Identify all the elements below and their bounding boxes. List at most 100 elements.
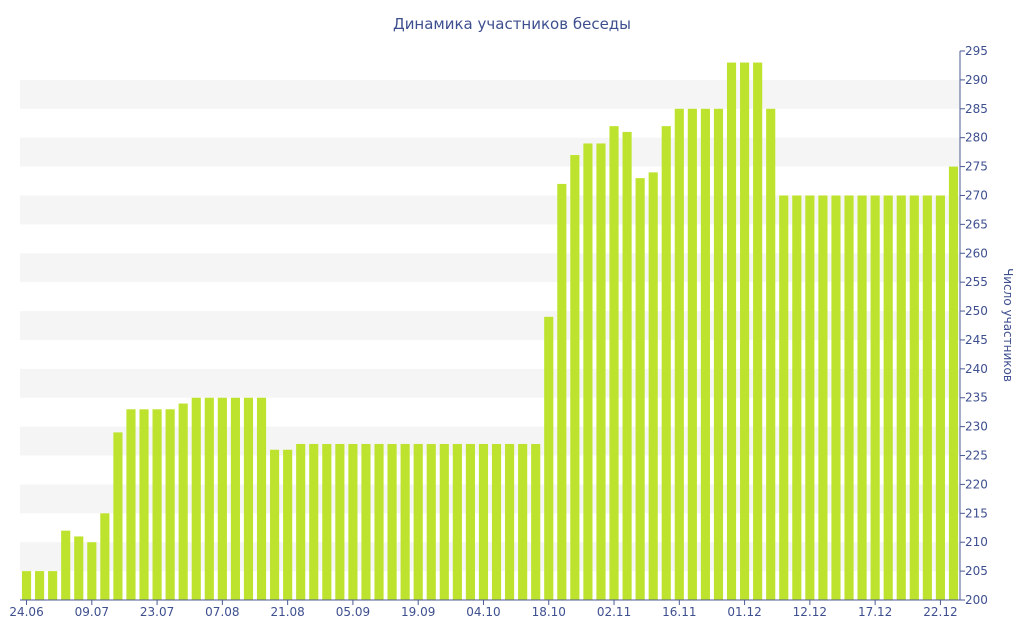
y-tick-label: 250	[965, 304, 988, 318]
bar	[296, 443, 306, 600]
bar	[413, 443, 423, 600]
bar	[204, 397, 214, 600]
bar	[635, 178, 645, 600]
x-tick-label: 07.08	[205, 605, 239, 619]
y-tick-label: 225	[965, 449, 988, 463]
bar	[583, 143, 593, 600]
bar	[139, 409, 149, 600]
grid-band	[20, 426, 960, 456]
bar	[922, 195, 932, 600]
bar	[661, 126, 671, 600]
bar	[178, 403, 188, 600]
bar	[935, 195, 945, 600]
x-tick-label: 21.08	[270, 605, 304, 619]
bar	[831, 195, 841, 600]
grid-band	[20, 368, 960, 398]
x-tick-label: 09.07	[75, 605, 109, 619]
y-tick-label: 210	[965, 535, 988, 549]
x-tick-label: 23.07	[140, 605, 174, 619]
bar	[687, 108, 697, 600]
grid-bands	[20, 79, 960, 572]
y-tick-label: 275	[965, 160, 988, 174]
chart-title: Динамика участников беседы	[393, 15, 631, 33]
bar	[387, 443, 397, 600]
bar	[870, 195, 880, 600]
bar	[230, 397, 240, 600]
bar	[270, 449, 280, 600]
bar	[557, 183, 567, 601]
bar	[191, 397, 201, 600]
x-tick-label: 24.06	[9, 605, 43, 619]
bar	[374, 443, 384, 600]
bar	[113, 432, 123, 600]
bar	[753, 62, 763, 601]
y-tick-label: 245	[965, 333, 988, 347]
y-tick-label: 235	[965, 391, 988, 405]
bar	[309, 443, 319, 600]
bar	[491, 443, 502, 600]
bar	[335, 443, 345, 600]
bar	[883, 195, 893, 600]
x-tick-label: 05.09	[336, 605, 370, 619]
grid-band	[20, 79, 960, 109]
bar	[544, 316, 554, 600]
bar	[152, 409, 162, 600]
y-tick-label: 260	[965, 246, 988, 260]
bar	[609, 126, 619, 600]
bar	[779, 195, 789, 600]
bar	[478, 443, 489, 600]
x-axis: 24.06 09.07 23.07 07.08 21.08 05.09 19.09 04.10…	[9, 599, 960, 619]
bar	[452, 443, 462, 600]
bar	[896, 195, 906, 600]
bar	[857, 195, 867, 600]
bar	[217, 397, 227, 600]
y-tick-label: 205	[965, 564, 988, 578]
y-axis: 200 205 210 215 220 225 230 235 240 245 250 255 260 2…	[959, 44, 988, 607]
bar	[348, 443, 358, 600]
bar	[505, 443, 515, 600]
grid-band	[20, 311, 960, 340]
bar	[766, 108, 776, 600]
x-tick-label: 02.11	[597, 605, 631, 619]
y-tick-label: 270	[965, 188, 988, 202]
bar	[948, 166, 959, 600]
bar	[87, 542, 97, 600]
y-tick-label: 285	[965, 102, 988, 116]
y-tick-label: 240	[965, 362, 988, 376]
grid-band	[20, 484, 960, 514]
bar	[426, 443, 436, 600]
bar	[740, 62, 750, 601]
bar	[648, 172, 658, 601]
x-tick-label: 04.10	[466, 605, 500, 619]
x-tick-label: 12.12	[793, 605, 827, 619]
x-tick-label: 19.09	[401, 605, 435, 619]
bar	[518, 443, 528, 600]
bar	[674, 108, 684, 600]
bar	[48, 571, 58, 600]
bar	[700, 108, 710, 600]
x-tick-label: 01.12	[727, 605, 761, 619]
x-tick-label: 18.10	[532, 605, 566, 619]
bar	[126, 409, 136, 600]
bar	[256, 397, 267, 600]
bar	[726, 62, 737, 601]
bar	[361, 443, 371, 600]
bar	[844, 195, 854, 600]
bar	[283, 449, 293, 600]
y-tick-label: 290	[965, 73, 988, 87]
grid-band	[20, 195, 960, 225]
bar	[400, 443, 410, 600]
y-tick-label: 200	[965, 593, 988, 607]
bar	[465, 443, 475, 600]
y-axis-label: Число участников	[1001, 268, 1015, 382]
grid-band	[20, 542, 960, 572]
y-tick-label: 295	[965, 44, 988, 58]
bar	[243, 397, 254, 600]
bar	[322, 443, 332, 600]
bar	[100, 513, 110, 600]
bar	[165, 409, 175, 600]
bar	[21, 571, 32, 600]
bar	[805, 195, 815, 600]
bar	[74, 536, 84, 600]
